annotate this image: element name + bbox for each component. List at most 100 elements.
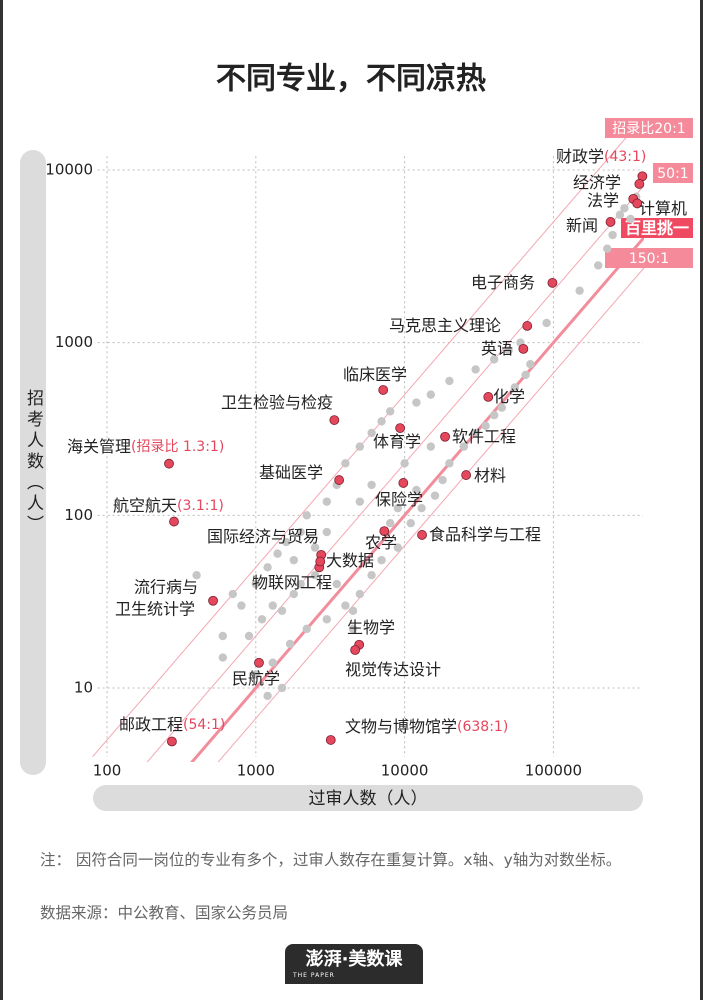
label-note: (招录比 1.3:1) bbox=[131, 439, 224, 455]
highlight-point bbox=[334, 475, 345, 485]
point bbox=[377, 417, 386, 426]
ratio-label: 招录比20:1 bbox=[612, 121, 685, 137]
point bbox=[310, 543, 320, 552]
highlight-point bbox=[605, 217, 616, 227]
point bbox=[406, 519, 415, 528]
point bbox=[615, 210, 625, 220]
point bbox=[277, 606, 287, 615]
x-tick-label: 100000 bbox=[525, 762, 582, 780]
point-label: 计算机 bbox=[639, 199, 687, 218]
label-text: 保险学 bbox=[375, 490, 423, 509]
point bbox=[575, 286, 584, 295]
point-label: 新闻 bbox=[566, 216, 598, 235]
point bbox=[348, 606, 358, 615]
point bbox=[490, 355, 499, 364]
point bbox=[277, 683, 287, 693]
logo: 澎湃·美数课 THE PAPER bbox=[285, 944, 423, 984]
label-text: 财政学 bbox=[556, 147, 604, 166]
point-label: 大数据 bbox=[326, 551, 374, 570]
point bbox=[355, 442, 365, 451]
ratio-label-box bbox=[621, 218, 693, 238]
point bbox=[521, 370, 530, 380]
y-tick-label: 10 bbox=[74, 678, 93, 696]
point bbox=[257, 615, 267, 624]
highlight-point bbox=[315, 556, 326, 567]
ratio-label-box bbox=[605, 248, 693, 268]
point bbox=[620, 204, 629, 213]
point bbox=[542, 318, 551, 328]
label-text: 国际经济与贸易 bbox=[207, 527, 319, 546]
highlight-point bbox=[632, 198, 643, 209]
note: 注： 因符合同一岗位的专业有多个，过审人数存在重复计算。x轴、y轴为对数坐标。 bbox=[40, 851, 622, 869]
point bbox=[385, 407, 395, 416]
label-text: 文物与博物馆学 bbox=[345, 717, 457, 736]
logo-text: 澎湃·美数课 bbox=[305, 949, 403, 970]
ratio-line bbox=[146, 184, 644, 762]
point bbox=[244, 631, 254, 641]
ratio-label-box bbox=[653, 163, 693, 183]
point-label: 国际经济与贸易 bbox=[207, 527, 319, 546]
label-text: 法学 bbox=[587, 191, 619, 210]
point-label: 电子商务 bbox=[471, 273, 535, 292]
point bbox=[377, 555, 386, 565]
highlight-point bbox=[440, 431, 450, 442]
highlight-point bbox=[167, 736, 177, 747]
highlight-point bbox=[164, 458, 174, 469]
point-label: 财政学(43:1) bbox=[556, 147, 646, 166]
label-text: 临床医学 bbox=[343, 365, 407, 384]
point bbox=[594, 261, 603, 270]
point-label: 体育学 bbox=[373, 432, 421, 451]
point bbox=[228, 589, 237, 599]
point bbox=[289, 589, 299, 599]
x-axis-label: 过审人数（人） bbox=[309, 789, 428, 809]
highlight-point bbox=[378, 385, 389, 395]
point bbox=[510, 383, 519, 392]
label-text: 农学 bbox=[365, 533, 397, 552]
point bbox=[322, 527, 332, 537]
label-text: 海关管理 bbox=[67, 437, 131, 456]
point bbox=[426, 442, 436, 451]
point-label: 临床医学 bbox=[343, 365, 407, 384]
point bbox=[471, 428, 480, 438]
highlight-point bbox=[483, 392, 494, 402]
point-label: 保险学 bbox=[375, 490, 423, 509]
point bbox=[412, 485, 421, 495]
highlight-point bbox=[461, 470, 472, 480]
point bbox=[251, 670, 261, 679]
x-tick-label: 1000 bbox=[237, 762, 275, 780]
label-text: 食品科学与工程 bbox=[429, 525, 541, 544]
point-label: 物联网工程 bbox=[252, 573, 332, 592]
point bbox=[237, 601, 246, 610]
label-text: 邮政工程 bbox=[119, 715, 183, 734]
logo-sub: THE PAPER bbox=[293, 972, 335, 979]
point bbox=[296, 527, 305, 537]
point-label: 英语 bbox=[481, 339, 513, 358]
point bbox=[526, 360, 535, 369]
highlight-point bbox=[634, 179, 645, 189]
label-note: (638:1) bbox=[457, 719, 508, 735]
point-label: 经济学 bbox=[573, 173, 621, 192]
highlight-point bbox=[395, 423, 406, 433]
point bbox=[218, 631, 228, 641]
point-label: 邮政工程(54:1) bbox=[119, 715, 225, 734]
point bbox=[302, 511, 311, 520]
point bbox=[296, 579, 305, 589]
y-axis-label: 招考人数（人） bbox=[20, 150, 46, 775]
point-label: 视觉传达设计 bbox=[345, 660, 441, 679]
point bbox=[626, 214, 635, 224]
ratio-line bbox=[190, 235, 644, 762]
point bbox=[430, 491, 440, 500]
label-text: 体育学 bbox=[373, 432, 421, 451]
point-label: 食品科学与工程 bbox=[429, 525, 541, 544]
point bbox=[355, 589, 365, 599]
point-label: 法学 bbox=[587, 191, 619, 210]
ratio-line bbox=[217, 267, 644, 762]
source: 数据来源：中公教育、国家公务员局 bbox=[40, 904, 289, 922]
point bbox=[322, 497, 332, 506]
point bbox=[367, 480, 376, 490]
point bbox=[426, 390, 436, 399]
point-label: 材料 bbox=[474, 466, 506, 485]
point-label: 文物与博物馆学(638:1) bbox=[345, 717, 508, 736]
point-label: 航空航天(3.1:1) bbox=[113, 496, 224, 515]
